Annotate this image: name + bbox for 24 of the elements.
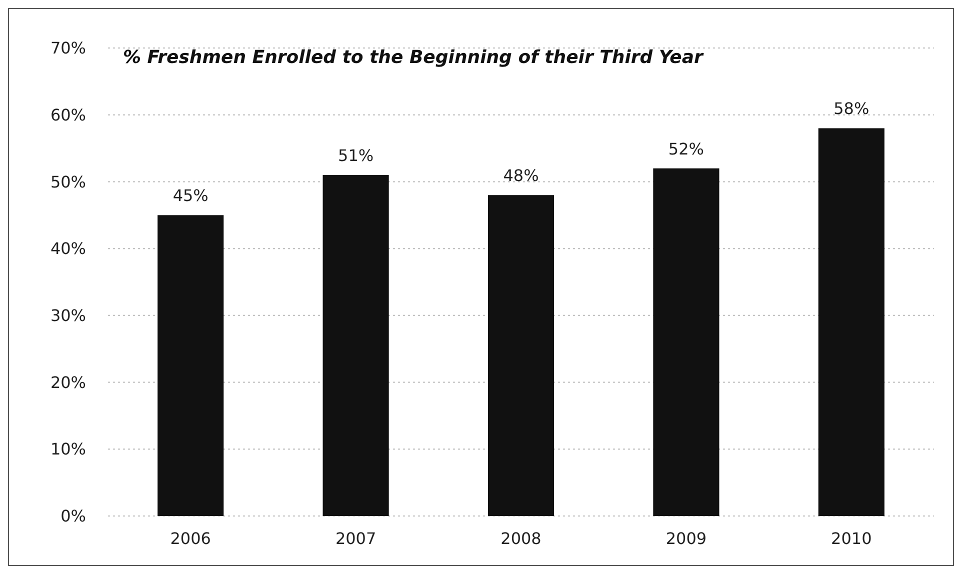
data-label: 48%	[503, 166, 539, 186]
bar	[488, 195, 554, 516]
bar	[322, 175, 389, 516]
bar	[818, 128, 884, 516]
x-tick-label: 2008	[500, 529, 542, 548]
data-label: 58%	[834, 99, 870, 118]
data-label: 51%	[338, 146, 374, 166]
y-tick-label: 50%	[50, 172, 86, 192]
bar	[653, 168, 720, 516]
x-tick-label: 2009	[666, 529, 707, 548]
y-tick-label: 70%	[50, 38, 86, 58]
y-tick-label: 20%	[50, 372, 86, 392]
y-tick-label: 30%	[50, 306, 86, 326]
y-tick-label: 60%	[50, 105, 86, 124]
x-tick-label: 2007	[335, 529, 376, 548]
x-tick-label: 2006	[170, 529, 211, 548]
data-label: 45%	[172, 186, 208, 206]
y-tick-label: 0%	[60, 506, 86, 526]
x-tick-label: 2010	[831, 529, 872, 548]
data-label: 52%	[668, 139, 704, 158]
chart-title: % Freshmen Enrolled to the Beginning of their Third Year	[123, 47, 704, 68]
bar	[158, 215, 224, 516]
y-tick-label: 10%	[50, 440, 86, 459]
y-tick-label: 40%	[50, 239, 86, 258]
